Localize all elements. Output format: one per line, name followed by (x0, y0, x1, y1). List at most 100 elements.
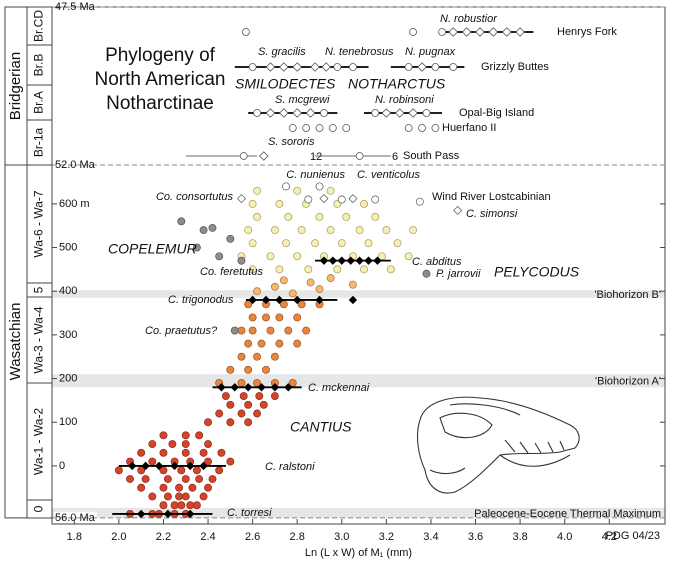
range-diamond (315, 295, 324, 305)
point (181, 492, 190, 501)
point (270, 226, 279, 235)
point (175, 483, 184, 492)
point (175, 492, 184, 501)
point (181, 431, 190, 440)
x-tick-label: 3.0 (334, 531, 349, 543)
point (279, 276, 288, 285)
y-tick-label: 100 (59, 416, 77, 428)
point (230, 326, 239, 335)
point (237, 409, 246, 418)
point (306, 278, 315, 287)
point (337, 195, 346, 204)
point (159, 448, 168, 457)
range-diamond (319, 256, 329, 265)
specimen-diamond (321, 62, 331, 72)
annotation: N. pugnax (405, 46, 456, 58)
range-diamond (128, 461, 137, 471)
specimen-circle (422, 109, 431, 117)
annotation: Wind River Lostcabinian (432, 191, 551, 203)
point (253, 287, 262, 296)
point (275, 313, 284, 322)
point (195, 475, 204, 483)
point (360, 265, 369, 274)
point-diamond (453, 205, 463, 215)
specimen-diamond (265, 62, 276, 72)
range-diamond (275, 295, 284, 305)
point (215, 409, 224, 418)
point (226, 365, 235, 374)
point (337, 239, 346, 248)
age-label: 52.0 Ma (55, 159, 96, 171)
point-diamond (348, 194, 358, 204)
specimen-circle (438, 28, 446, 36)
locality-label: Huerfano II (442, 122, 496, 134)
range-diamond (257, 383, 266, 392)
specimen-diamond (265, 108, 276, 118)
annotation: 12 (310, 151, 322, 163)
point (248, 313, 257, 322)
point (188, 483, 197, 492)
point (293, 252, 302, 261)
stage-cell (26, 84, 53, 121)
age-label-bg (54, 158, 97, 171)
point (371, 213, 380, 221)
locality-label: South Pass (403, 150, 460, 162)
point (168, 440, 177, 449)
point (199, 492, 208, 501)
point (159, 501, 168, 510)
point (221, 392, 230, 400)
specimen-diamond (279, 62, 289, 72)
band-label: Paleocene-Eocene Thermal Maximum (474, 508, 661, 520)
specimen-circle (328, 124, 337, 132)
x-tick-label: 2.0 (111, 531, 126, 543)
point (181, 475, 190, 483)
background-layer (52, 0, 665, 524)
specimen-circle (248, 63, 257, 71)
age-label: 56.0 Ma (55, 512, 96, 524)
point (266, 326, 275, 335)
point (137, 483, 146, 492)
specimen-circle (349, 63, 357, 71)
point (248, 326, 257, 335)
range-diamond (154, 461, 164, 471)
point (266, 252, 275, 261)
point (237, 256, 246, 265)
point (355, 226, 364, 235)
stage-label: Wa-6 - Wa-7 (32, 190, 46, 257)
y-tick-label: 300 (59, 329, 77, 341)
point (270, 392, 279, 400)
point (282, 239, 291, 248)
point (181, 440, 190, 449)
annotation: C. nunienus (286, 169, 345, 181)
point (360, 199, 369, 208)
annotation: C. trigonodus (168, 294, 234, 306)
annotation: C. mckennai (308, 382, 370, 394)
point (126, 475, 134, 483)
point (282, 182, 291, 191)
range-diamond (355, 256, 364, 265)
point (226, 457, 235, 466)
point (293, 186, 302, 195)
x-tick-label: 3.6 (468, 531, 483, 543)
annotation: P. jarrovii (436, 268, 481, 280)
point (177, 466, 186, 475)
point (159, 483, 168, 492)
stage-cell (26, 296, 53, 384)
point (415, 197, 424, 206)
point (422, 269, 431, 278)
band-label: 'Biohorizon A' (595, 376, 661, 388)
annotation: SMILODECTES (235, 76, 336, 92)
specimen-circle (253, 109, 261, 117)
x-tick-label: 3.4 (423, 531, 438, 543)
point (315, 213, 324, 221)
point (253, 213, 262, 221)
point (288, 289, 297, 298)
stage-cell (26, 499, 53, 519)
annotation: S. gracilis (258, 46, 306, 58)
stage-label: 5 (32, 286, 46, 293)
annotation: CANTIUS (290, 419, 352, 435)
point (382, 226, 391, 235)
x-axis-title: Ln (L x W) of M₁ (mm) (305, 547, 412, 559)
x-tick-label: 2.4 (200, 531, 215, 543)
point (239, 392, 248, 400)
